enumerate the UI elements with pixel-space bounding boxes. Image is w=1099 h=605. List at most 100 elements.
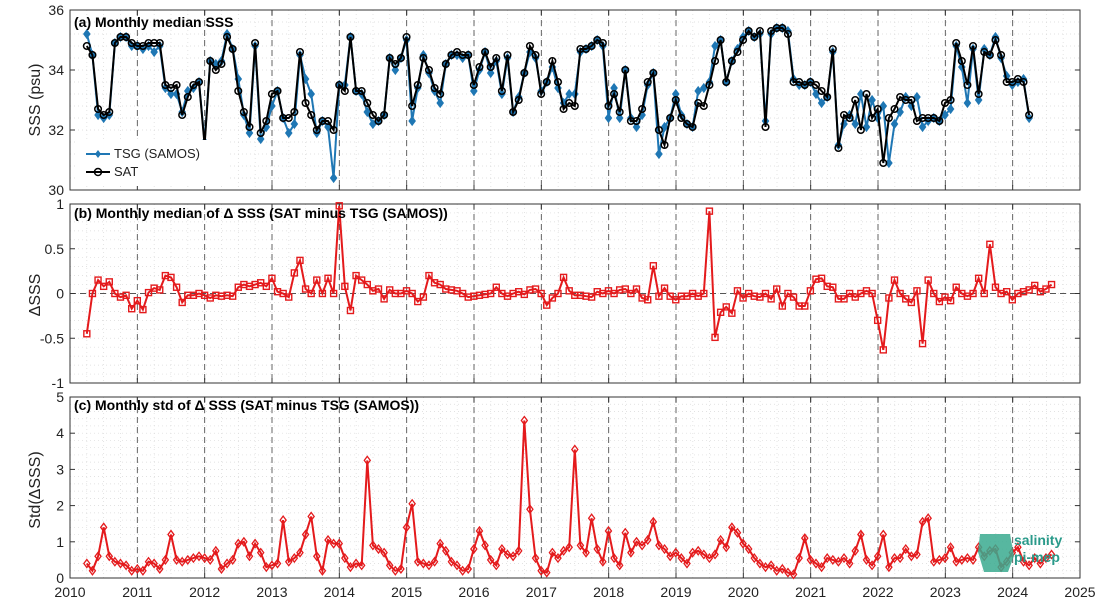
data-point xyxy=(873,551,882,562)
data-point xyxy=(352,86,361,96)
x-tick-label: 2018 xyxy=(593,584,624,600)
data-point xyxy=(520,68,529,78)
data-point xyxy=(307,110,316,120)
data-point xyxy=(212,545,220,556)
data-point xyxy=(514,95,523,105)
data-point xyxy=(94,276,102,284)
data-point xyxy=(649,516,658,527)
data-point xyxy=(486,62,495,72)
x-tick-label: 2017 xyxy=(526,584,557,600)
data-point xyxy=(110,38,119,48)
data-point xyxy=(700,289,708,298)
data-point xyxy=(699,549,708,560)
data-point xyxy=(183,92,192,102)
data-point xyxy=(1025,286,1033,294)
data-point xyxy=(178,298,186,307)
data-point xyxy=(133,563,142,575)
data-point xyxy=(946,296,955,305)
data-point xyxy=(593,543,602,555)
y-tick-label: 0 xyxy=(56,286,64,302)
data-point xyxy=(773,285,781,293)
data-point xyxy=(649,68,658,78)
data-point xyxy=(492,560,501,571)
data-point xyxy=(767,560,775,571)
data-point xyxy=(335,80,344,90)
data-point xyxy=(756,558,764,569)
data-point xyxy=(570,444,579,455)
data-point xyxy=(587,513,596,524)
data-point xyxy=(481,540,489,551)
data-point xyxy=(727,56,736,66)
data-point xyxy=(559,273,568,282)
data-point xyxy=(526,504,534,515)
data-point xyxy=(346,32,355,42)
data-point xyxy=(543,301,551,309)
data-point xyxy=(666,551,674,562)
panel-b-title: (b) Monthly median of Δ SSS (SAT minus T… xyxy=(74,205,448,221)
y-tick-label: 4 xyxy=(56,425,64,441)
data-point xyxy=(890,118,899,130)
data-point xyxy=(189,553,198,564)
data-point xyxy=(755,26,764,36)
data-point xyxy=(654,125,663,135)
series-line-0 xyxy=(86,420,1053,576)
data-point xyxy=(363,280,371,289)
data-point xyxy=(632,536,641,547)
data-point xyxy=(424,65,434,75)
data-point xyxy=(823,553,832,564)
panel-std-delta-sss: 0 1 2 3 4 5 2010 2011 2012 2013 2014 2015 2016 2017 20… xyxy=(54,389,1095,600)
data-point xyxy=(396,53,405,63)
data-point xyxy=(520,290,529,299)
data-point xyxy=(436,538,445,549)
data-point xyxy=(531,553,540,564)
data-point xyxy=(868,113,877,123)
data-point xyxy=(486,289,495,298)
y-tick-label: 1 xyxy=(56,534,64,550)
legend: TSG (SAMOS) SAT xyxy=(78,140,228,186)
data-point xyxy=(941,109,949,121)
data-point xyxy=(761,562,770,573)
data-point xyxy=(1042,553,1050,564)
data-point xyxy=(172,80,181,90)
data-point xyxy=(806,287,815,295)
data-point xyxy=(873,104,882,114)
data-point xyxy=(918,339,927,348)
data-point xyxy=(783,29,792,39)
y-tick-label: 3 xyxy=(56,461,64,477)
data-point xyxy=(716,35,725,45)
data-point xyxy=(167,88,175,100)
x-tick-label: 2013 xyxy=(256,584,287,600)
x-tick-label: 2020 xyxy=(728,584,759,600)
data-point xyxy=(750,32,759,42)
x-tick-label: 2010 xyxy=(54,584,85,600)
data-point xyxy=(94,551,102,562)
y-tick-label: -1 xyxy=(52,375,65,391)
data-point xyxy=(178,110,187,120)
data-point xyxy=(868,94,876,106)
data-point xyxy=(677,553,686,564)
data-point xyxy=(694,545,703,556)
data-point xyxy=(565,542,574,553)
data-point xyxy=(313,276,321,284)
data-point xyxy=(705,207,714,215)
logo: salinity pi-mep xyxy=(978,532,1062,572)
data-point xyxy=(711,40,719,52)
data-point xyxy=(711,549,719,560)
data-point xyxy=(470,543,478,555)
data-point xyxy=(671,95,680,105)
data-point xyxy=(974,274,983,282)
data-point xyxy=(890,104,899,114)
data-point xyxy=(772,565,781,576)
data-point xyxy=(363,455,372,466)
data-point xyxy=(710,56,720,66)
data-point xyxy=(1030,553,1039,564)
data-point xyxy=(284,556,293,567)
logo-line2: pi-mep xyxy=(1014,549,1060,565)
data-point xyxy=(666,113,675,123)
data-point xyxy=(514,545,523,556)
data-point xyxy=(492,53,501,63)
data-point xyxy=(643,77,652,87)
data-point xyxy=(587,41,596,51)
axes-frame xyxy=(69,396,1081,579)
y-tick-label: 36 xyxy=(48,2,64,18)
